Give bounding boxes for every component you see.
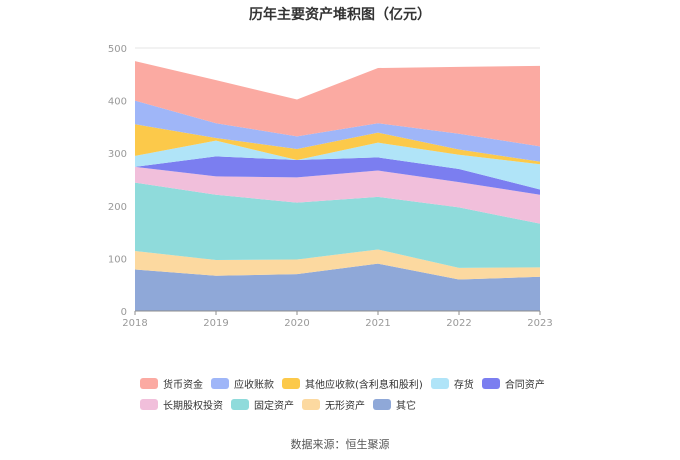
x-tick-label: 2022 [446, 318, 471, 329]
legend-label: 固定资产 [254, 400, 294, 412]
y-tick-label: 200 [108, 202, 127, 213]
legend-swatch [481, 377, 500, 389]
area-无形资产 [135, 249, 540, 280]
y-tick-label: 400 [108, 97, 127, 108]
y-tick-label: 300 [108, 149, 127, 160]
legend-item[interactable]: 其它 [373, 397, 416, 412]
x-axis: 2018 2019 2020 2021 2022 2023 [122, 310, 553, 329]
x-tick-label: 2019 [203, 318, 228, 329]
legend-label: 长期股权投资 [163, 400, 223, 412]
legend-label: 合同资产 [504, 379, 545, 391]
legend-swatch [140, 398, 158, 410]
legend-swatch [430, 377, 449, 389]
stacked-area-chart: 2018 2019 2020 2021 2022 2023 0 100 200 300 400 50… [108, 44, 553, 329]
area-合同资产 [135, 156, 540, 195]
legend-item[interactable]: 长期股权投资 [140, 397, 223, 412]
x-tick-label: 2018 [122, 318, 147, 329]
x-tick-label: 2020 [284, 318, 309, 329]
legend-label: 应收账款 [234, 379, 274, 391]
legend-swatch [302, 398, 320, 410]
x-tick-label: 2023 [527, 318, 552, 329]
legend-item[interactable]: 固定资产 [231, 397, 294, 412]
legend-swatch [373, 398, 391, 410]
area-固定资产 [135, 182, 540, 268]
legend-swatch [211, 377, 229, 389]
area-其它 [135, 263, 540, 311]
y-tick-label: 100 [108, 254, 127, 265]
legend-swatch [140, 377, 158, 389]
legend-item[interactable]: 存货 [430, 376, 474, 391]
legend-label: 其它 [396, 400, 416, 412]
area-存货 [135, 140, 540, 190]
x-tick-label: 2021 [365, 318, 390, 329]
legend-label: 存货 [453, 379, 474, 391]
legend-item[interactable]: 合同资产 [481, 376, 545, 391]
area-其他应收款(含利息和股利) [135, 124, 540, 165]
legend-item[interactable]: 应收账款 [211, 376, 274, 391]
area-长期股权投资 [135, 166, 540, 224]
y-axis: 0 100 200 300 400 500 [108, 44, 127, 318]
area-应收账款 [135, 100, 540, 162]
legend-label: 无形资产 [325, 400, 365, 412]
legend-swatch [282, 377, 300, 389]
legend-item[interactable]: 其他应收款(含利息和股利) [282, 376, 423, 391]
y-tick-label: 0 [121, 307, 127, 318]
chart-title: 历年主要资产堆积图（亿元） [249, 7, 431, 23]
legend-label: 其他应收款(含利息和股利) [305, 379, 423, 391]
legend: 货币资金 应收账款 其他应收款(含利息和股利) 存货 合同资产长期股权投资 固定资产 无形资… [140, 376, 570, 418]
area-货币资金 [135, 61, 540, 147]
data-source: 数据来源：恒生聚源 [290, 438, 390, 451]
area-series [135, 61, 540, 311]
legend-label: 货币资金 [163, 379, 203, 391]
legend-item[interactable]: 货币资金 [140, 376, 203, 391]
y-tick-label: 500 [108, 44, 127, 55]
legend-item[interactable]: 无形资产 [302, 397, 365, 412]
legend-swatch [231, 398, 249, 410]
